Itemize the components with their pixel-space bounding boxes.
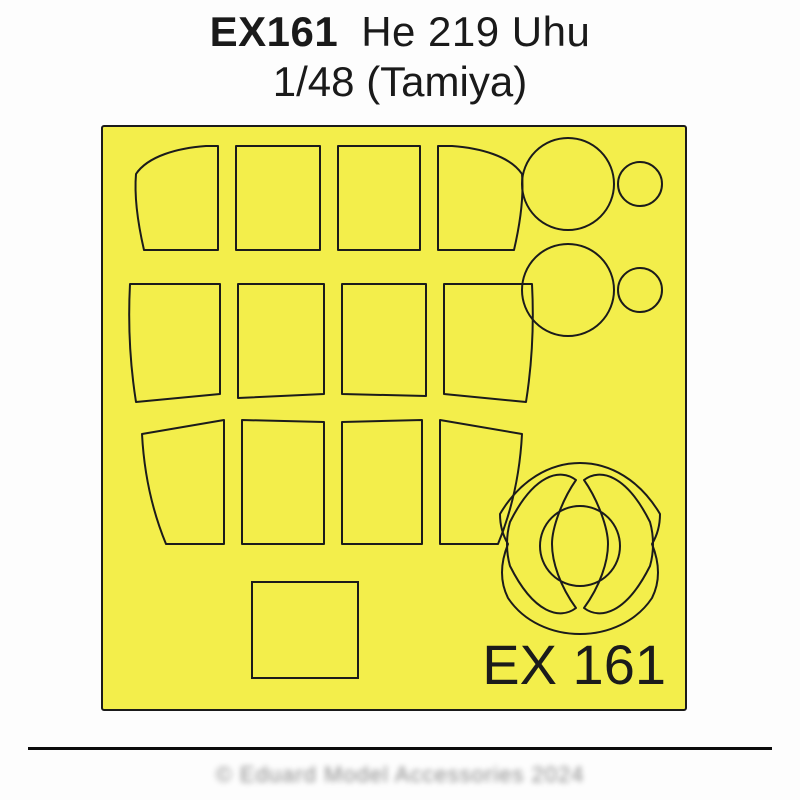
product-name: He 219 Uhu	[361, 8, 590, 55]
mask-sheet-svg: EX 161	[100, 124, 688, 712]
subtitle: 1/48 (Tamiya)	[0, 58, 800, 106]
product-card: EX161 He 219 Uhu 1/48 (Tamiya) EX 161	[0, 0, 800, 800]
title-row: EX161 He 219 Uhu	[0, 8, 800, 56]
copyright-blurred: © Eduard Model Accessories 2024	[0, 762, 800, 788]
mask-sheet-diagram: EX 161	[100, 124, 688, 712]
header: EX161 He 219 Uhu 1/48 (Tamiya)	[0, 0, 800, 106]
sku-code: EX161	[210, 8, 339, 55]
divider-line	[28, 747, 772, 750]
sheet-background	[102, 126, 686, 710]
sheet-label-text: EX 161	[482, 633, 666, 696]
